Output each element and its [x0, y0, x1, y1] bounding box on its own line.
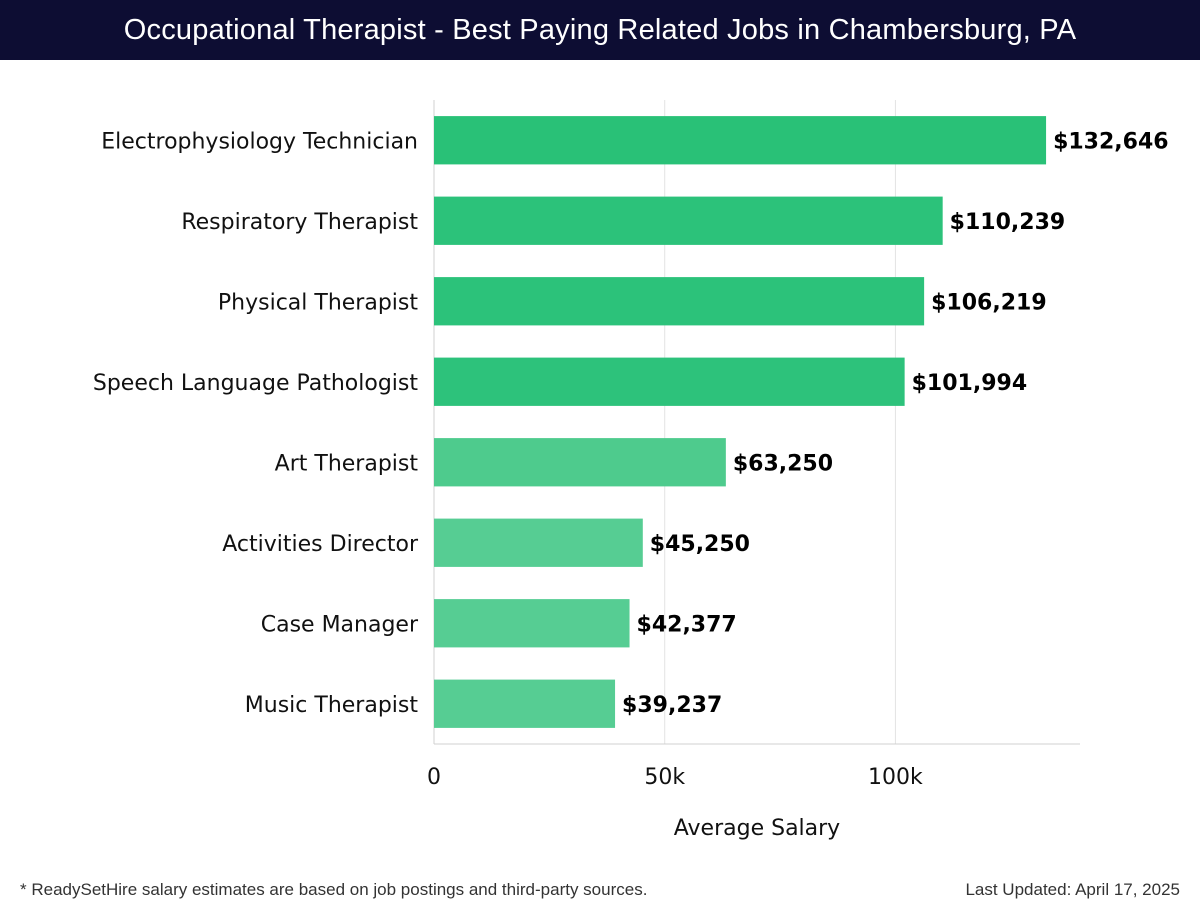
- category-label: Respiratory Therapist: [181, 210, 418, 235]
- x-axis-title: Average Salary: [674, 816, 840, 841]
- value-label: $63,250: [733, 451, 833, 476]
- category-label: Music Therapist: [245, 693, 419, 718]
- value-label: $39,237: [622, 693, 722, 718]
- bar: [434, 357, 905, 406]
- salary-bar-chart: Electrophysiology Technician $132,646 Resp…: [93, 100, 1169, 841]
- value-label: $110,239: [950, 210, 1066, 235]
- bar: [434, 438, 726, 487]
- category-label: Physical Therapist: [218, 290, 418, 315]
- title-bar: Occupational Therapist - Best Paying Rel…: [0, 0, 1200, 60]
- x-tick-label: 50k: [644, 765, 685, 790]
- bar: [434, 518, 643, 567]
- value-label: $42,377: [637, 612, 737, 637]
- category-label: Case Manager: [261, 612, 419, 637]
- bar: [434, 277, 925, 326]
- value-label: $106,219: [931, 290, 1047, 315]
- value-label: $45,250: [650, 532, 750, 557]
- category-label: Speech Language Pathologist: [93, 371, 418, 396]
- x-tick-label: 0: [427, 765, 441, 790]
- footnote: * ReadySetHire salary estimates are base…: [20, 880, 648, 899]
- bar: [434, 196, 943, 245]
- last-updated: Last Updated: April 17, 2025: [965, 880, 1180, 899]
- bar: [434, 679, 616, 728]
- value-label: $132,646: [1053, 129, 1169, 154]
- bar: [434, 599, 630, 648]
- chart-title: Occupational Therapist - Best Paying Rel…: [123, 13, 1077, 46]
- x-tick-label: 100k: [868, 765, 923, 790]
- category-label: Art Therapist: [275, 451, 419, 476]
- category-label: Activities Director: [222, 532, 419, 557]
- value-label: $101,994: [912, 371, 1028, 396]
- category-label: Electrophysiology Technician: [101, 129, 418, 154]
- bar: [434, 116, 1047, 165]
